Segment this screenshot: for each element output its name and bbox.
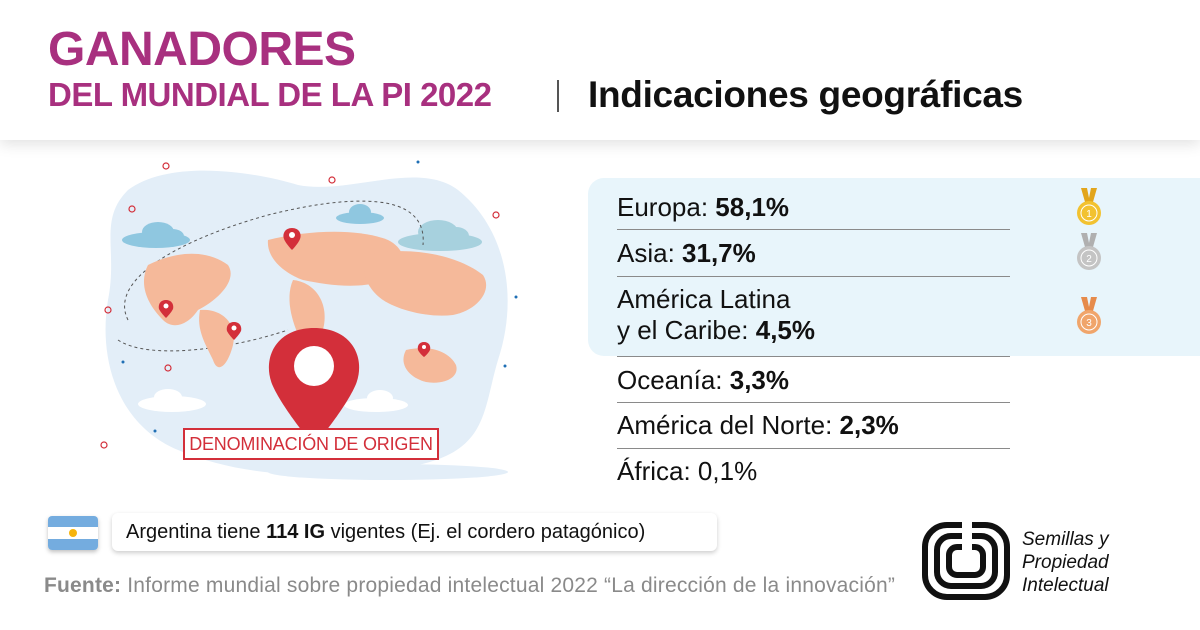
header: GANADORES DEL MUNDIAL DE LA PI 2022 Indi… <box>0 0 1200 140</box>
rank-value: 58,1% <box>715 192 790 222</box>
cloud-top <box>336 204 384 224</box>
rank-label: y el Caribe: <box>617 315 756 346</box>
location-pin-south-america <box>226 322 242 340</box>
decorative-dots <box>100 162 500 449</box>
silver-medal-icon: 2 <box>1077 233 1101 270</box>
continents <box>143 231 487 383</box>
bronze-medal-icon: 3 <box>1077 297 1101 334</box>
rank-label: Asia: <box>617 238 683 268</box>
cloud-bottom-left <box>138 389 206 412</box>
rank-divider <box>617 448 1010 449</box>
logo-text: Semillas y Propiedad Intelectual <box>1022 528 1109 597</box>
rank-label: África: <box>617 456 698 486</box>
rank-value: 3,3% <box>729 365 789 395</box>
note-highlight: 114 IG <box>266 521 326 543</box>
orbit-line <box>124 200 424 321</box>
source-citation: Fuente: Informe mundial sobre propiedad … <box>44 574 895 598</box>
rank-row-europa: Europa: 58,1% <box>617 192 1010 223</box>
rank-divider <box>617 356 1010 357</box>
rank-row-america-norte: América del Norte: 2,3% <box>617 410 1010 441</box>
rank-label: América del Norte: <box>617 410 840 440</box>
rank-value: 0,1% <box>697 456 758 486</box>
note-suffix: vigentes (Ej. el cordero patagónico) <box>325 521 646 543</box>
semillas-logo-icon <box>922 522 1010 600</box>
argentina-note: Argentina tiene 114 IG vigentes (Ej. el … <box>112 513 717 551</box>
medal-number: 2 <box>1086 254 1092 265</box>
large-location-pin <box>268 328 360 446</box>
rank-row-africa: África: 0,1% <box>617 456 1010 487</box>
title-line1: GANADORES <box>48 23 356 76</box>
argentina-flag-icon <box>48 516 98 550</box>
title-line2: DEL MUNDIAL DE LA PI 2022 <box>48 76 492 113</box>
header-divider <box>557 80 559 112</box>
decorative-dots-blue <box>121 160 518 433</box>
medal-number: 3 <box>1086 318 1092 329</box>
cloud-right <box>398 220 482 251</box>
location-pin-europe <box>283 228 301 250</box>
source-text: Informe mundial sobre propiedad intelect… <box>121 574 896 597</box>
rank-row-america-latina: América Latina y el Caribe: 4,5% <box>617 284 1010 346</box>
rank-label: Europa: <box>617 192 716 222</box>
rank-row-asia: Asia: 31,7% <box>617 238 1010 269</box>
cloud-left <box>122 222 190 248</box>
rank-value: 2,3% <box>839 410 899 440</box>
gold-medal-icon: 1 <box>1077 188 1101 225</box>
note-prefix: Argentina tiene <box>126 521 267 543</box>
world-map-illustration <box>100 160 518 480</box>
location-pin-oceania <box>417 342 431 357</box>
logo-line3: Intelectual <box>1022 575 1109 596</box>
logo-line2: Propiedad <box>1022 552 1109 573</box>
location-pin-america <box>158 300 174 318</box>
rank-row-oceania: Oceanía: 3,3% <box>617 365 1010 396</box>
rank-value: 31,7% <box>682 238 756 268</box>
logo-line1: Semillas y <box>1022 529 1109 550</box>
rank-value: 4,5% <box>755 315 815 346</box>
rank-divider <box>617 276 1010 277</box>
rank-label-line1: América Latina <box>617 284 791 314</box>
cloud-bottom-right <box>344 390 408 412</box>
orbit-line-2 <box>117 329 289 352</box>
denominacion-origen-label: DENOMINACIÓN DE ORIGEN <box>183 428 439 460</box>
source-label: Fuente: <box>44 574 122 597</box>
page-subtitle: Indicaciones geográficas <box>588 74 1023 115</box>
medal-number: 1 <box>1086 209 1092 220</box>
rank-divider <box>617 229 1010 230</box>
rank-divider <box>617 402 1010 403</box>
rank-label: Oceanía: <box>617 365 730 395</box>
map-base <box>268 464 508 480</box>
